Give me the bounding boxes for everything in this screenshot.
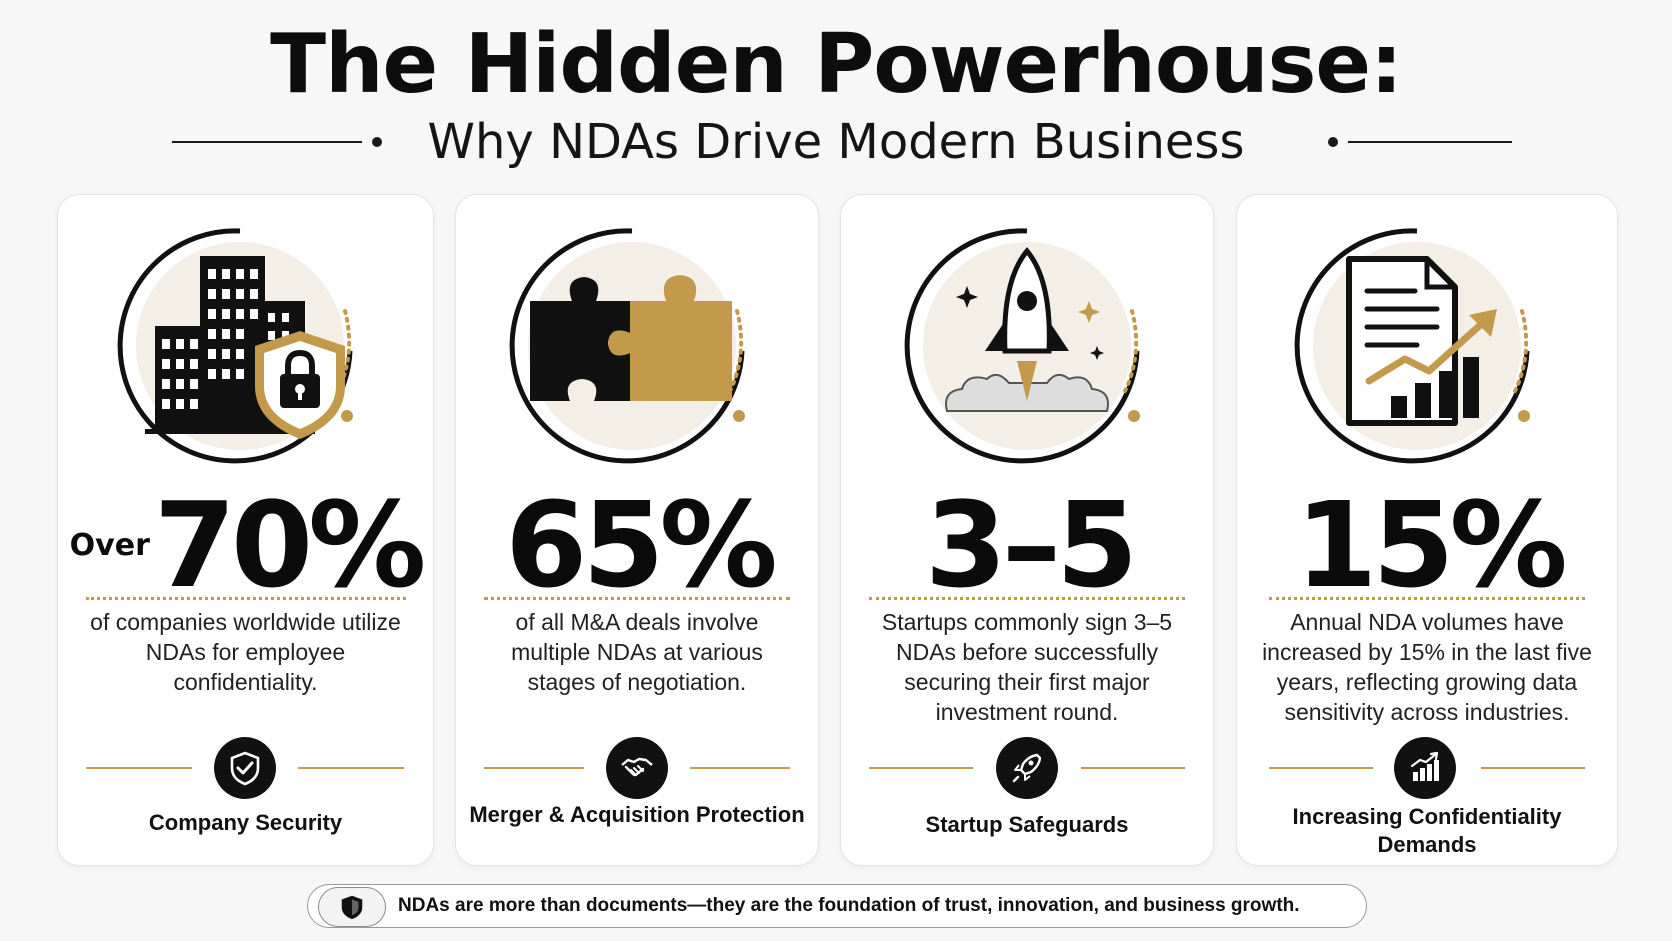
- subtitle-dot-right: [1328, 137, 1338, 147]
- subtitle-rule-right: [1348, 141, 1512, 143]
- page-title: The Hidden Powerhouse:: [270, 17, 1403, 112]
- stat-number: 3–5: [924, 476, 1138, 614]
- subtitle-rule-left: [172, 141, 362, 143]
- stat-prefix: Over: [69, 527, 150, 563]
- card-label: Increasing Confidentiality Demands: [1292, 804, 1562, 857]
- stat-description: of companies worldwide utilize NDAs for …: [90, 609, 401, 695]
- subtitle-dot-left: [372, 137, 382, 147]
- dotted-divider: [86, 597, 406, 600]
- puzzle-pieces-icon: [502, 211, 762, 481]
- label-rule-right: [1081, 767, 1185, 769]
- footer-banner: NDAs are more than documents—they are th…: [307, 884, 1367, 928]
- rocket-icon: [996, 737, 1058, 799]
- stat-description: of all M&A deals involve multiple NDAs a…: [511, 609, 763, 695]
- card-label: Company Security: [148, 810, 343, 835]
- subtitle-row: Why NDAs Drive Modern Business: [0, 112, 1672, 172]
- stat-value: 65%: [456, 480, 818, 619]
- footer-text: NDAs are more than documents—they are th…: [398, 895, 1300, 916]
- label-rule-left: [484, 767, 584, 769]
- secure-building-icon: [110, 211, 370, 481]
- stat-value: 15%: [1237, 480, 1617, 619]
- card-label: Startup Safeguards: [925, 812, 1129, 837]
- growth-chart-icon: [1394, 737, 1456, 799]
- dotted-divider: [484, 597, 790, 600]
- stat-card-merger-acquisition: 65% of all M&A deals involve multiple ND…: [455, 194, 819, 866]
- stat-number: 70%: [153, 476, 426, 614]
- card-label: Merger & Acquisition Protection: [469, 802, 805, 827]
- page-subtitle: Why NDAs Drive Modern Business: [427, 114, 1245, 170]
- label-rule-left: [86, 767, 192, 769]
- document-growth-icon: [1287, 211, 1547, 481]
- rocket-launch-icon: [897, 211, 1157, 481]
- stat-description: Startups commonly sign 3–5 NDAs before s…: [881, 609, 1173, 725]
- shield-check-icon: [214, 737, 276, 799]
- stat-card-company-security: Over70% of companies worldwide utilize N…: [57, 194, 434, 866]
- label-rule-right: [1481, 767, 1585, 769]
- stat-number: 65%: [505, 476, 777, 614]
- label-rule-right: [690, 767, 790, 769]
- label-rule-right: [298, 767, 404, 769]
- label-rule-left: [1269, 767, 1373, 769]
- dotted-divider: [869, 597, 1185, 600]
- stat-card-startup-safeguards: 3–5 Startups commonly sign 3–5 NDAs befo…: [840, 194, 1214, 866]
- label-rule-left: [869, 767, 973, 769]
- shield-icon: [318, 887, 386, 927]
- stat-value: 3–5: [841, 480, 1213, 619]
- handshake-icon: [606, 737, 668, 799]
- stat-number: 15%: [1295, 476, 1567, 614]
- stat-description: Annual NDA volumes have increased by 15%…: [1262, 609, 1592, 725]
- dotted-divider: [1269, 597, 1585, 600]
- stat-value: Over70%: [58, 480, 433, 619]
- stat-card-confidentiality-demands: 15% Annual NDA volumes have increased by…: [1236, 194, 1618, 866]
